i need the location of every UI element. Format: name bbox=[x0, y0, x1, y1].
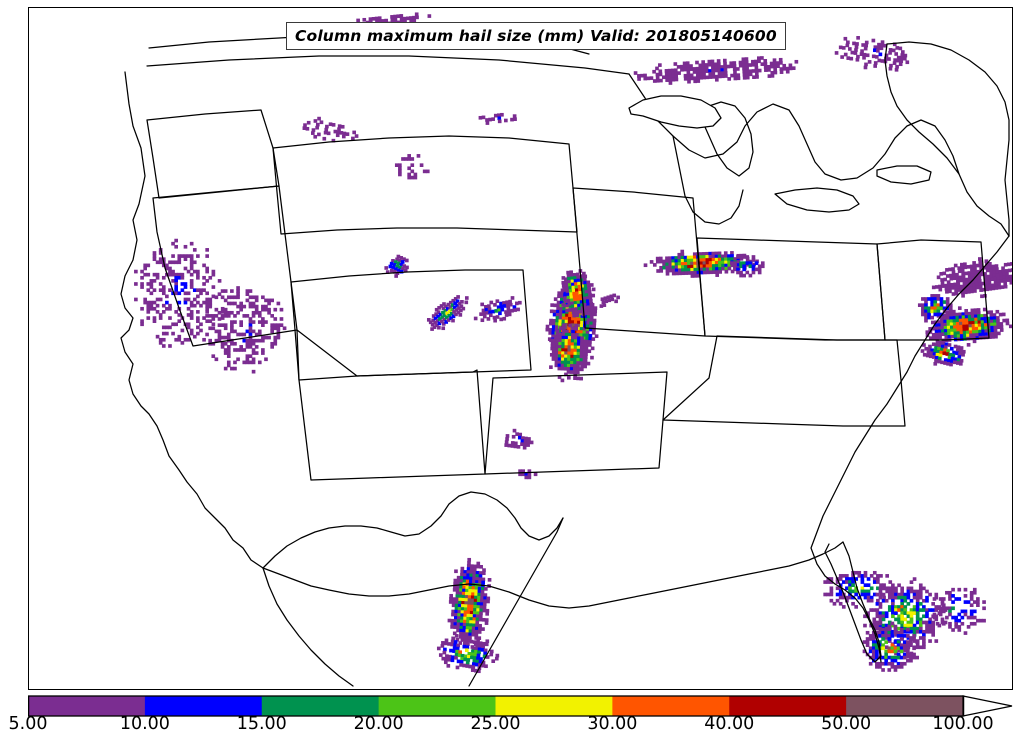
hail-cluster-midatlantic-offshore-purple bbox=[931, 257, 1012, 299]
geo-michigan-mitt bbox=[700, 101, 754, 177]
hail-cluster-ontario-quebec-cells bbox=[834, 36, 910, 72]
hail-cluster-oklahoma-panhandle-cells bbox=[504, 428, 534, 450]
colorbar-tick-1: 10.00 bbox=[119, 714, 170, 734]
hail-cluster-mexico-chihuahua-complex bbox=[447, 557, 492, 649]
geo-east-states bbox=[876, 239, 990, 341]
colorbar-segment-orange bbox=[612, 696, 730, 716]
colorbar-swatches bbox=[28, 695, 1013, 717]
colorbar-segment-purple bbox=[28, 696, 146, 716]
hail-cluster-midatlantic-coast-complex bbox=[925, 306, 1012, 347]
geo-gulf-coast bbox=[262, 541, 844, 609]
geo-mexico-coast-east bbox=[468, 517, 564, 687]
hail-cluster-indiana-ohio-band bbox=[643, 249, 759, 278]
geo-lake-erie-ontario bbox=[774, 165, 932, 213]
colorbar-segment-blue bbox=[144, 696, 263, 716]
colorbar-tick-6: 40.00 bbox=[704, 714, 755, 734]
geo-great-lakes-border bbox=[628, 73, 1010, 237]
geo-id-mt bbox=[272, 135, 578, 235]
colorbar-segment-dark-red bbox=[729, 696, 847, 716]
colorbar-tick-0: 5.00 bbox=[8, 714, 48, 734]
hail-cluster-dakota-north-cells bbox=[478, 112, 517, 125]
colorbar-tick-labels: 5.00 10.00 15.00 20.00 25.00 30.00 40.00 50.00 1… bbox=[9, 714, 1013, 744]
geo-lake-superior bbox=[628, 95, 722, 129]
hail-cluster-bahamas-cells bbox=[932, 587, 986, 635]
map-canvas bbox=[120, 12, 1012, 687]
geo-tx-ok bbox=[484, 371, 668, 475]
hail-cluster-florida-south-cells bbox=[862, 621, 919, 672]
geo-ca-nv bbox=[152, 185, 298, 347]
colorbar-extend-max-arrow bbox=[962, 695, 1013, 717]
hail-cluster-nebraska-east-streak bbox=[599, 293, 620, 308]
colorbar-tick-5: 30.00 bbox=[587, 714, 638, 734]
hail-cluster-nevada-scatter bbox=[134, 238, 225, 348]
hail-cluster-utah-arizona-scatter bbox=[205, 286, 287, 374]
geo-mexico-coast-west bbox=[262, 567, 354, 687]
colorbar-tick-2: 15.00 bbox=[236, 714, 287, 734]
geo-canada-east bbox=[886, 41, 1010, 237]
hail-cluster-montana-north-cells bbox=[302, 116, 359, 143]
hail-cluster-florida-panhandle-cells bbox=[823, 570, 896, 609]
hail-cluster-wyoming-cell bbox=[384, 254, 409, 278]
colorbar-tick-8: 100.00 bbox=[932, 714, 994, 734]
hail-cluster-texas-north-cells bbox=[518, 469, 538, 480]
geo-wa-or bbox=[146, 109, 280, 199]
hail-cluster-carolina-cells bbox=[920, 340, 966, 367]
geo-az-nm bbox=[296, 329, 486, 481]
colorbar-segment-green bbox=[378, 696, 496, 716]
geo-border-mexico bbox=[262, 491, 564, 569]
page-title: Column maximum hail size (mm) Valid: 201… bbox=[295, 27, 777, 45]
hail-shading-layer bbox=[134, 12, 1012, 674]
hail-cluster-south-canada-ontario-band bbox=[633, 56, 799, 85]
colorbar-segment-teal-green bbox=[261, 696, 380, 716]
colorbar-tick-4: 25.00 bbox=[470, 714, 521, 734]
colorbar-tick-3: 20.00 bbox=[353, 714, 404, 734]
hail-cluster-colorado-front-range bbox=[426, 295, 469, 331]
colorbar-outline bbox=[28, 695, 965, 717]
geo-st-lawrence bbox=[884, 43, 960, 175]
hail-cluster-kansas-core bbox=[549, 323, 587, 375]
colorbar-tick-7: 50.00 bbox=[821, 714, 872, 734]
geo-se-states bbox=[662, 335, 906, 427]
colorbar[interactable]: 5.00 10.00 15.00 20.00 25.00 30.00 40.00 50.00 1… bbox=[9, 695, 1013, 745]
geo-us-canada-49 bbox=[146, 55, 630, 75]
map-plot-area[interactable] bbox=[28, 7, 1013, 690]
hail-cluster-nebraska-north-arm bbox=[561, 269, 594, 318]
hail-cluster-mexico-south-cells bbox=[436, 634, 500, 674]
geography-layer bbox=[120, 33, 1010, 687]
geo-ut-co bbox=[290, 269, 532, 381]
hail-cluster-ohio-east-cells bbox=[729, 255, 765, 278]
geo-east-coast bbox=[810, 235, 1010, 663]
colorbar-segment-yellow bbox=[495, 696, 613, 716]
hail-cluster-colorado-plains-cells bbox=[473, 296, 522, 323]
geo-west-coast bbox=[120, 71, 264, 569]
plot-title-box: Column maximum hail size (mm) Valid: 201… bbox=[286, 22, 786, 50]
hail-cluster-montana-east-cells bbox=[394, 154, 430, 180]
geo-lake-michigan-west bbox=[672, 135, 744, 225]
geo-florida-outline bbox=[824, 541, 882, 663]
colorbar-segment-mauve bbox=[846, 696, 964, 716]
